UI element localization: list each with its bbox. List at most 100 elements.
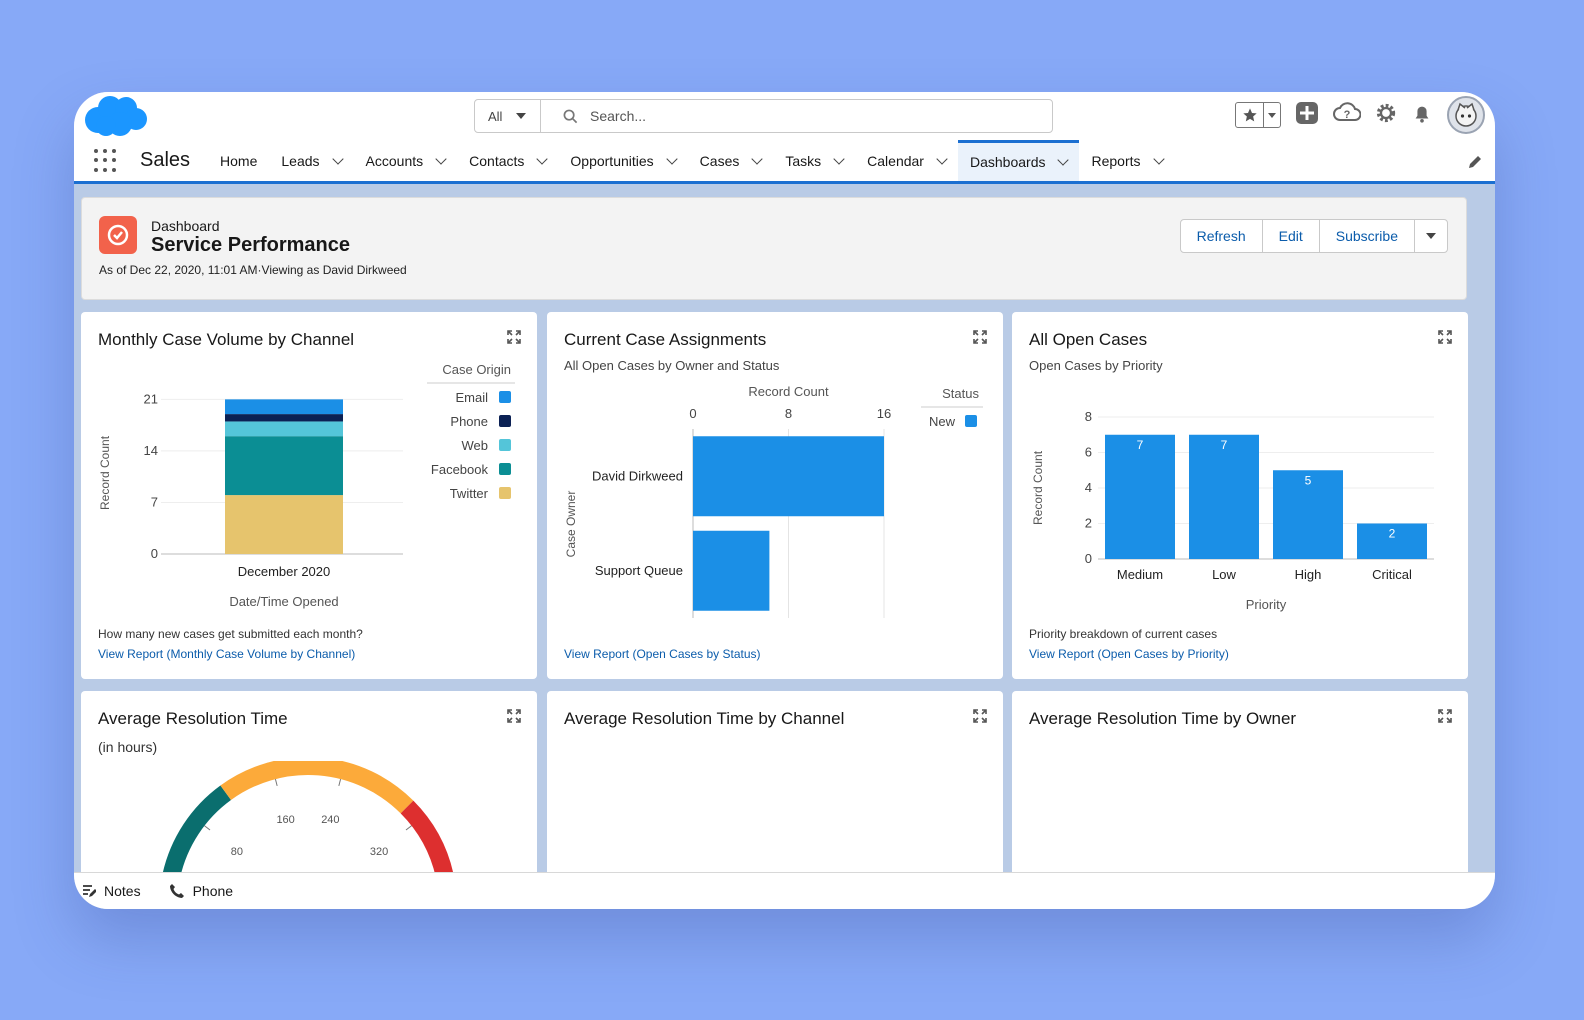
expand-icon[interactable] <box>507 330 521 349</box>
dashboard-actions: Refresh Edit Subscribe <box>1179 219 1448 253</box>
phone-icon <box>169 884 184 898</box>
chevron-down-icon[interactable] <box>936 152 948 165</box>
expand-icon[interactable] <box>1438 330 1452 349</box>
utility-bar: Notes Phone <box>74 872 1495 909</box>
chevron-down-icon[interactable] <box>666 152 678 165</box>
bar-critical <box>1357 523 1427 559</box>
gauge-band-low <box>162 785 232 878</box>
chevron-down-icon[interactable] <box>435 152 447 165</box>
nav-item-label: Leads <box>281 152 320 169</box>
gear-icon[interactable] <box>1375 102 1397 129</box>
chevron-down-icon[interactable] <box>751 152 764 165</box>
panel-average-resolution-by-channel: Average Resolution Time by Channel <box>547 691 1003 891</box>
chevron-down-icon[interactable] <box>1152 152 1165 165</box>
y-tick-label: 2 <box>1085 516 1092 531</box>
y-axis-title: Case Owner <box>564 491 578 558</box>
view-report-link[interactable]: View Report (Open Cases by Status) <box>564 647 761 661</box>
search-input[interactable]: Search... <box>541 100 1052 132</box>
y-axis-title: Record Count <box>1031 450 1045 525</box>
help-icon[interactable]: ? <box>1333 101 1362 130</box>
chevron-down-icon[interactable] <box>1057 154 1070 166</box>
gauge-tick <box>338 778 342 787</box>
svg-text:?: ? <box>1344 109 1351 121</box>
refresh-button[interactable]: Refresh <box>1181 220 1263 252</box>
view-report-link[interactable]: View Report (Open Cases by Priority) <box>1029 647 1229 661</box>
nav-dashboards[interactable]: Dashboards <box>957 140 1080 181</box>
nav-calendar[interactable]: Calendar <box>855 140 958 181</box>
search-scope-dropdown[interactable]: All <box>475 100 541 132</box>
x-tick-label: 8 <box>785 406 792 421</box>
nav-reports[interactable]: Reports <box>1079 140 1174 181</box>
y-tick-label: 7 <box>151 494 158 509</box>
global-search[interactable]: All Search... <box>474 99 1053 133</box>
nav-tasks[interactable]: Tasks <box>773 140 855 181</box>
expand-icon[interactable] <box>973 709 987 728</box>
y-tick-label: 21 <box>144 391 158 406</box>
y-tick-label: David Dirkweed <box>592 468 683 483</box>
chevron-down-icon[interactable] <box>331 152 344 165</box>
edit-nav-pencil-icon[interactable] <box>1467 154 1483 175</box>
legend-swatch-new <box>965 415 977 427</box>
panel-average-resolution-time: Average Resolution Time (in hours) 80 160… <box>81 691 537 891</box>
nav-contacts[interactable]: Contacts <box>457 140 558 181</box>
expand-icon[interactable] <box>507 709 521 728</box>
y-tick-label: 6 <box>1085 445 1092 460</box>
legend-label: Email <box>455 390 488 405</box>
expand-icon[interactable] <box>973 330 987 349</box>
x-tick-label: 16 <box>877 406 891 421</box>
y-tick-label: 0 <box>1085 551 1092 566</box>
nav-home[interactable]: Home <box>208 140 269 181</box>
salesforce-logo-icon[interactable] <box>82 94 148 145</box>
dashboard-meta: As of Dec 22, 2020, 11:01 AM·Viewing as … <box>99 263 407 277</box>
monthly-volume-chart: 0 7 14 21 Record Count December 2020 Date/Time… <box>98 362 515 609</box>
nav-cases[interactable]: Cases <box>688 140 774 181</box>
subscribe-button[interactable]: Subscribe <box>1320 220 1415 252</box>
x-axis-title: Record Count <box>748 384 829 399</box>
open-cases-chart: 0 2 4 6 8 Record Count 7 Medium 7 Low 5 High 2 Critic… <box>1031 409 1434 612</box>
edit-button[interactable]: Edit <box>1263 220 1320 252</box>
nav-leads[interactable]: Leads <box>269 140 353 181</box>
notes-utility-button[interactable]: Notes <box>82 883 141 899</box>
gauge-tick-label: 160 <box>276 814 294 826</box>
avatar[interactable] <box>1447 96 1485 134</box>
panel-average-resolution-by-owner: Average Resolution Time by Owner <box>1012 691 1468 891</box>
legend-swatch-web <box>499 439 511 451</box>
view-report-link[interactable]: View Report (Monthly Case Volume by Chan… <box>98 647 356 661</box>
chevron-down-icon[interactable] <box>536 152 549 165</box>
gauge-tick-label: 80 <box>231 846 243 858</box>
notes-label: Notes <box>104 883 141 899</box>
nav-accounts[interactable]: Accounts <box>354 140 458 181</box>
bar-segment-web <box>225 421 343 437</box>
nav-item-label: Reports <box>1091 152 1141 169</box>
y-axis-title: Record Count <box>98 435 112 510</box>
page-title: Service Performance <box>151 234 351 256</box>
legend-swatch-facebook <box>499 463 511 475</box>
legend-label: Phone <box>450 414 488 429</box>
legend-swatch-email <box>499 391 511 403</box>
data-label: 7 <box>1137 438 1144 452</box>
more-actions-button[interactable] <box>1415 220 1447 252</box>
phone-utility-button[interactable]: Phone <box>169 883 233 899</box>
bell-icon[interactable] <box>1411 102 1433 129</box>
y-tick-label: 8 <box>1085 409 1092 424</box>
add-icon[interactable] <box>1295 101 1319 130</box>
favorites-button[interactable] <box>1235 102 1281 128</box>
nav-item-label: Calendar <box>867 152 924 169</box>
x-tick-label: Critical <box>1372 567 1412 582</box>
chevron-down-icon[interactable] <box>833 152 845 165</box>
legend-title: Status <box>942 386 979 401</box>
panel-title: Monthly Case Volume by Channel <box>98 330 355 349</box>
nav-opportunities[interactable]: Opportunities <box>558 140 687 181</box>
app-window: All Search... ? <box>74 92 1495 909</box>
nav-item-label: Contacts <box>469 152 525 169</box>
nav-item-label: Home <box>220 152 258 169</box>
gauge-tick <box>405 825 412 831</box>
expand-icon[interactable] <box>1438 709 1452 728</box>
data-label: 5 <box>1305 473 1312 487</box>
panel-current-case-assignments: Current Case Assignments All Open Cases … <box>547 312 1003 679</box>
bar-segment-phone <box>225 414 343 422</box>
bar-segment-twitter <box>225 495 343 554</box>
app-navigation: Sales Home Leads Accounts Contacts Oppor… <box>74 140 1495 184</box>
panel-subtitle: All Open Cases by Owner and Status <box>564 358 780 373</box>
app-launcher-icon[interactable] <box>94 148 118 173</box>
